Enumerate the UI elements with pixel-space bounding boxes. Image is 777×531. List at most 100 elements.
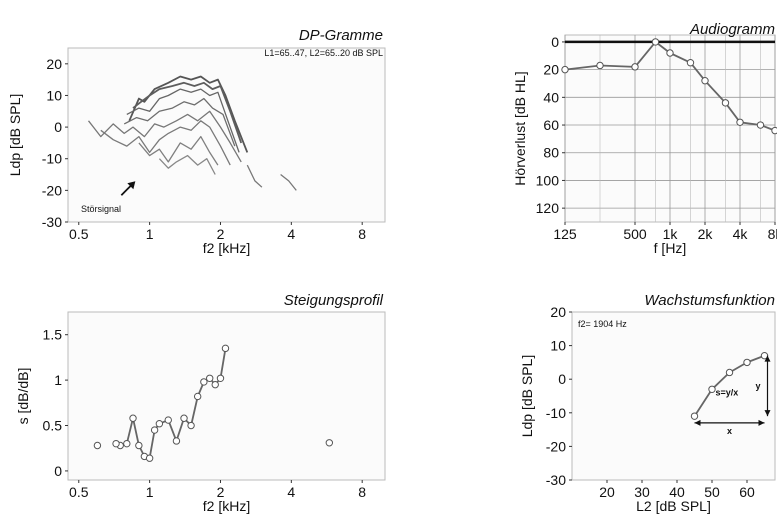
audio-point xyxy=(651,38,660,46)
audio-xtick-label: 8k xyxy=(768,226,777,242)
audio-point xyxy=(771,126,777,135)
audio-ytick-label: 20 xyxy=(543,62,559,78)
slope-isolated-point xyxy=(325,439,334,447)
slope-xtick-label: 2 xyxy=(217,484,225,500)
audio-title: Audiogramm xyxy=(689,21,775,38)
slope-isolated-point xyxy=(112,439,120,448)
dp-curve-4 xyxy=(123,97,236,147)
dp-ytick-label: 20 xyxy=(46,56,62,72)
growth-ytick-label: -10 xyxy=(546,405,566,421)
growth-xtick-label: 20 xyxy=(599,484,615,500)
dp-subtitle: L1=65..47, L2=65..20 dB SPL xyxy=(264,48,383,58)
audio-xlabel: f [Hz] xyxy=(654,240,687,256)
audio-xtick-label: 2k xyxy=(698,226,714,242)
audio-ytick-label: 80 xyxy=(543,145,559,161)
slope-plot-frame xyxy=(67,311,386,481)
audio-point xyxy=(736,118,744,126)
audio-point xyxy=(631,63,639,71)
slope-point xyxy=(150,426,159,434)
dp-xtick-label: 2 xyxy=(217,226,225,242)
growth-ylabel: Ldp [dB SPL] xyxy=(519,355,535,438)
audio-xtick-label: 125 xyxy=(553,226,577,242)
dp-plot-frame xyxy=(67,47,386,223)
slope-point xyxy=(129,414,137,422)
growth-subtitle: f2= 1904 Hz xyxy=(578,319,627,329)
slope-point xyxy=(216,374,225,382)
slope-xlabel: f2 [kHz] xyxy=(203,498,250,514)
audio-ytick-label: 40 xyxy=(543,89,559,105)
growth-ytick-label: -20 xyxy=(546,438,566,454)
dp-curve-2 xyxy=(132,81,243,144)
dp-annotation-text: Störsignal xyxy=(81,204,121,214)
growth-title: Wachstumsfunktion xyxy=(644,292,775,309)
dp-xtick-label: 1 xyxy=(146,226,154,242)
dp-xlabel: f2 [kHz] xyxy=(203,240,250,256)
slope-title: Steigungsprofil xyxy=(284,292,384,309)
growth-xtick-label: 60 xyxy=(739,484,755,500)
audio-point xyxy=(701,77,709,85)
audio-ytick-label: 100 xyxy=(536,172,560,188)
growth-point xyxy=(743,358,751,367)
slope-point xyxy=(221,344,230,353)
slope-ylabel: s [dB/dB] xyxy=(15,368,31,425)
growth-x-annotation: x xyxy=(727,426,732,436)
growth-point xyxy=(708,385,716,393)
slope-ytick-label: 0.5 xyxy=(43,418,63,434)
dp-curve-7 xyxy=(138,135,219,166)
growth-xtick-label: 30 xyxy=(634,484,650,500)
slope-point xyxy=(172,437,181,445)
audio-ytick-label: 0 xyxy=(551,34,559,50)
slope-point xyxy=(145,454,154,462)
audio-ytick-label: 60 xyxy=(543,117,559,133)
slope-isolated-point xyxy=(93,441,102,450)
dp-xtick-label: 8 xyxy=(358,226,366,242)
audio-xtick-label: 500 xyxy=(623,226,647,242)
slope-xtick-label: 8 xyxy=(358,484,366,500)
dp-annotation-arrowhead xyxy=(127,181,136,190)
dp-curve-6 xyxy=(100,120,231,166)
audio-point xyxy=(596,61,604,70)
audio-ylabel: Hörverlust [dB HL] xyxy=(512,71,528,185)
dp-ytick-label: -10 xyxy=(42,151,62,167)
dp-curve-1 xyxy=(128,75,249,153)
dp-title: DP-Gramme xyxy=(299,27,383,44)
dp-ytick-label: 10 xyxy=(46,87,62,103)
growth-x-arrowhead-right xyxy=(758,419,765,426)
slope-xtick-label: 1 xyxy=(146,484,154,500)
growth-y-arrowhead-top xyxy=(764,355,771,362)
dp-curve-9 xyxy=(246,164,263,188)
slope-point xyxy=(211,380,219,389)
dp-xtick-label: 0.5 xyxy=(69,226,89,242)
audio-xtick-label: 1k xyxy=(663,226,679,242)
slope-point xyxy=(193,392,202,401)
slope-point xyxy=(135,441,143,450)
growth-xtick-label: 50 xyxy=(704,484,720,500)
dp-ytick-label: -30 xyxy=(42,214,62,230)
growth-point xyxy=(725,368,734,377)
dp-curve-8 xyxy=(158,154,216,175)
slope-point xyxy=(206,374,214,382)
slope-point xyxy=(164,416,172,424)
slope-point xyxy=(155,419,164,428)
slope-xtick-label: 0.5 xyxy=(69,484,89,500)
slope-xtick-label: 4 xyxy=(287,484,295,500)
slope-point xyxy=(187,421,195,430)
audio-xtick-label: 4k xyxy=(733,226,749,242)
growth-y-annotation: y xyxy=(755,381,760,391)
dp-curve-5 xyxy=(87,110,242,163)
dp-curve-3 xyxy=(126,88,240,153)
audio-point xyxy=(561,65,569,74)
growth-xtick-label: 40 xyxy=(669,484,685,500)
growth-y-arrowhead-bottom xyxy=(764,410,771,417)
dp-ytick-label: -20 xyxy=(42,182,62,198)
slope-ytick-label: 1 xyxy=(54,372,62,388)
audio-point xyxy=(666,49,674,57)
audio-point xyxy=(721,99,730,107)
audio-point xyxy=(686,59,695,67)
growth-ytick-label: 10 xyxy=(550,338,566,354)
dp-ytick-label: 0 xyxy=(54,119,62,135)
growth-x-arrowhead-left xyxy=(694,419,701,426)
growth-ytick-label: -30 xyxy=(546,472,566,488)
growth-xlabel: L2 [dB SPL] xyxy=(636,498,711,514)
